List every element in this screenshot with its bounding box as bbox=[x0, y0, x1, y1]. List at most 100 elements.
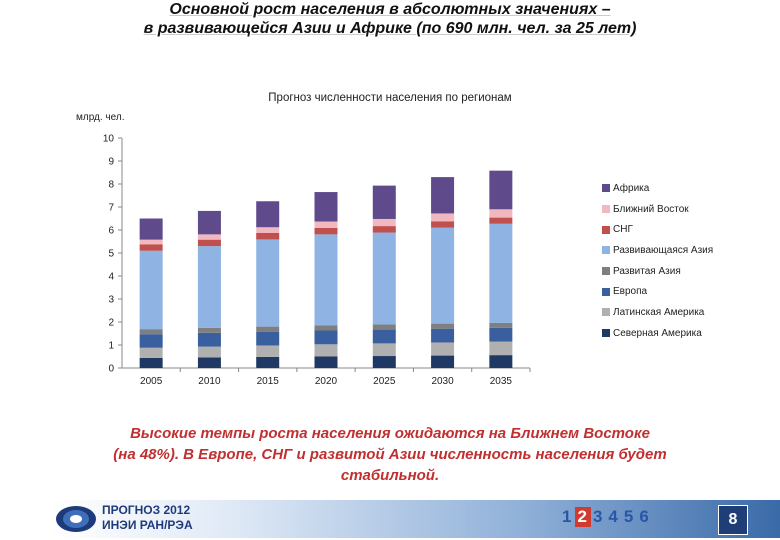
y-tick-label: 9 bbox=[108, 157, 114, 168]
bar-segment bbox=[139, 239, 163, 245]
legend-swatch bbox=[602, 246, 610, 255]
bar-segment bbox=[372, 324, 396, 330]
y-tick-label: 4 bbox=[108, 272, 114, 283]
x-tick-label: 2030 bbox=[431, 376, 454, 387]
slide-title-line1: Основной рост населения в абсолютных зна… bbox=[169, 1, 611, 18]
bar-segment bbox=[197, 234, 221, 240]
bar-segment bbox=[431, 213, 455, 222]
bar-segment bbox=[489, 327, 513, 342]
page-link-1[interactable]: 1 bbox=[562, 507, 574, 526]
bar-segment bbox=[314, 234, 338, 326]
page-link-5[interactable]: 5 bbox=[623, 507, 636, 526]
bar-segment bbox=[489, 209, 513, 218]
bar-segment bbox=[256, 356, 280, 368]
bar-segment bbox=[314, 344, 338, 357]
legend-item: Латинская Америка bbox=[602, 302, 713, 323]
page-link-2[interactable]: 2 bbox=[575, 507, 591, 527]
bar-segment bbox=[489, 170, 513, 210]
globe-logo-icon bbox=[56, 506, 96, 532]
bar-segment bbox=[431, 221, 455, 228]
bar-segment bbox=[256, 201, 280, 228]
legend-item: Ближний Восток bbox=[602, 199, 713, 220]
bar-segment bbox=[431, 177, 455, 214]
bar-segment bbox=[256, 232, 280, 240]
legend-item: Африка bbox=[602, 178, 713, 199]
conclusion-line2: (на 48%). В Европе, СНГ и развитой Азии … bbox=[113, 446, 667, 463]
legend-swatch bbox=[602, 267, 610, 276]
slide-number: 8 bbox=[718, 505, 748, 535]
bar-segment bbox=[431, 355, 455, 368]
legend-swatch bbox=[602, 329, 610, 338]
legend-swatch bbox=[602, 184, 610, 193]
bar-segment bbox=[372, 218, 396, 227]
bar-segment bbox=[139, 334, 163, 348]
legend-label: Африка bbox=[613, 182, 650, 194]
y-tick-label: 0 bbox=[108, 364, 114, 375]
bar-segment bbox=[314, 325, 338, 331]
y-tick-label: 6 bbox=[108, 226, 114, 237]
legend-item: Северная Америка bbox=[602, 323, 713, 344]
bar-segment bbox=[256, 331, 280, 346]
chart-title: Прогноз численности населения по региона… bbox=[268, 92, 512, 104]
y-tick-label: 1 bbox=[108, 341, 114, 352]
page-link-3[interactable]: 3 bbox=[592, 507, 605, 526]
page-link-4[interactable]: 4 bbox=[608, 507, 620, 526]
bar-segment bbox=[372, 232, 396, 325]
bar-segment bbox=[431, 227, 455, 324]
bar-segment bbox=[197, 327, 221, 333]
legend-swatch bbox=[602, 225, 610, 234]
legend-item: Развивающаяся Азия bbox=[602, 240, 713, 261]
bar-segment bbox=[256, 239, 280, 327]
bar-segment bbox=[431, 342, 455, 356]
bar-segment bbox=[372, 356, 396, 368]
page-link-6[interactable]: 6 bbox=[639, 507, 651, 526]
bar-segment bbox=[314, 330, 338, 345]
x-tick-label: 2015 bbox=[257, 376, 280, 387]
bar-segment bbox=[256, 345, 280, 357]
x-tick-label: 2005 bbox=[140, 376, 163, 387]
bar-segment bbox=[139, 347, 163, 358]
legend-item: СНГ bbox=[602, 219, 713, 240]
bar-segment bbox=[197, 346, 221, 358]
bar-segment bbox=[431, 328, 455, 343]
bar-segment bbox=[197, 357, 221, 368]
bar-segment bbox=[314, 356, 338, 368]
bar-segment bbox=[197, 210, 221, 235]
bar-segment bbox=[256, 326, 280, 332]
slide-title: Основной рост населения в абсолютных зна… bbox=[0, 0, 780, 38]
bar-segment bbox=[489, 223, 513, 323]
x-tick-label: 2025 bbox=[373, 376, 396, 387]
bar-segment bbox=[314, 227, 338, 235]
population-chart: млрд. чел. 0 1 2 3 4 5 6 7 8 9 10 2005 2010 2015 2020 20… bbox=[76, 112, 531, 387]
y-axis-label: млрд. чел. bbox=[76, 112, 125, 123]
y-tick-label: 8 bbox=[108, 180, 114, 191]
y-tick-label: 10 bbox=[103, 134, 115, 145]
x-tick-label: 2035 bbox=[490, 376, 513, 387]
bar-segment bbox=[431, 323, 455, 329]
legend-label: Северная Америка bbox=[613, 327, 702, 339]
legend-item: Европа bbox=[602, 281, 713, 302]
conclusion-text: Высокие темпы роста населения ожидаются … bbox=[40, 423, 740, 486]
legend-item: Развитая Азия bbox=[602, 261, 713, 282]
bar-segment bbox=[314, 192, 338, 222]
legend-label: Европа bbox=[613, 286, 648, 298]
bar-segment bbox=[197, 332, 221, 347]
logo-line1: ПРОГНОЗ 2012 bbox=[102, 503, 191, 517]
bar-segment bbox=[139, 357, 163, 368]
bar-segment bbox=[314, 221, 338, 228]
slide-title-line2: в развивающейся Азии и Африке (по 690 мл… bbox=[143, 20, 637, 37]
x-tick-label: 2020 bbox=[315, 376, 338, 387]
legend-swatch bbox=[602, 205, 610, 214]
chart-legend: Африка Ближний Восток СНГ Развивающаяся Ази… bbox=[602, 178, 713, 344]
legend-label: Развивающаяся Азия bbox=[613, 244, 714, 256]
legend-label: Латинская Америка bbox=[613, 306, 705, 318]
x-tick-label: 2010 bbox=[198, 376, 221, 387]
bar-segment bbox=[139, 244, 163, 251]
conclusion-line1: Высокие темпы роста населения ожидаются … bbox=[130, 425, 650, 442]
bar-segment bbox=[489, 355, 513, 368]
bar-segment bbox=[197, 239, 221, 247]
bar-segment bbox=[197, 246, 221, 328]
y-tick-label: 5 bbox=[108, 249, 114, 260]
